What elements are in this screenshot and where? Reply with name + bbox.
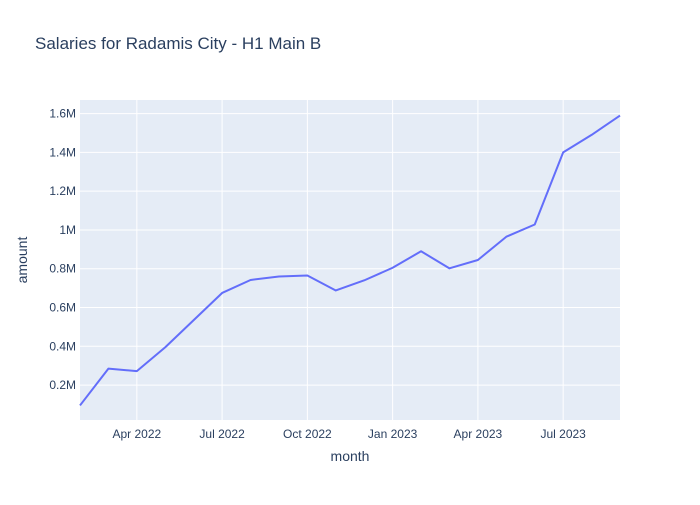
y-tick-label: 1.6M [49, 107, 76, 121]
x-tick-label: Apr 2022 [112, 427, 161, 441]
x-tick-label: Apr 2023 [454, 427, 503, 441]
y-tick-label: 0.8M [49, 262, 76, 276]
y-tick-labels: 0.2M 0.4M 0.6M 0.8M 1M 1.2M 1.4M 1.6M [49, 107, 76, 393]
series-layer [79, 114, 621, 407]
x-tick-labels: Apr 2022 Jul 2022 Oct 2022 Jan 2023 Apr 2023… [112, 427, 586, 441]
y-tick-label: 0.6M [49, 301, 76, 315]
y-tick-label: 1.4M [49, 145, 76, 159]
chart-title: Salaries for Radamis City - H1 Main B [35, 34, 322, 53]
y-tick-label: 0.2M [49, 378, 76, 392]
plot-area [80, 100, 620, 420]
y-tick-label: 0.4M [49, 339, 76, 353]
x-tick-label: Jul 2023 [540, 427, 586, 441]
x-axis-title: month [331, 448, 370, 464]
x-tick-label: Oct 2022 [283, 427, 332, 441]
y-axis-title: amount [14, 237, 30, 284]
y-tick-label: 1.2M [49, 184, 76, 198]
series-line [79, 114, 621, 407]
y-tick-label: 1M [59, 223, 76, 237]
x-tick-label: Jan 2023 [368, 427, 418, 441]
x-tick-label: Jul 2022 [199, 427, 245, 441]
